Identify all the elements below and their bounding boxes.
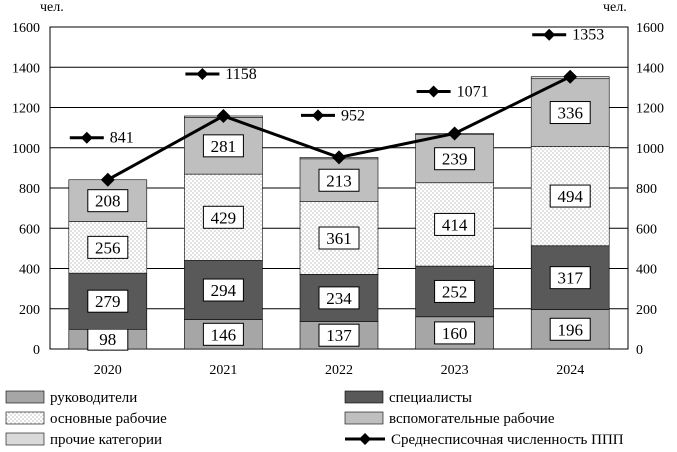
data-label-box (318, 226, 360, 250)
data-label: 196 (557, 320, 583, 339)
line-value-label: 1353 (572, 27, 604, 44)
bars: 98 279 256 208 146 294 429 281 137 234 361 213 160 25… (68, 76, 610, 351)
data-label: 137 (326, 326, 352, 345)
line-marker (216, 108, 231, 123)
legend-label: вспомогательные рабочие (389, 411, 555, 427)
x-tick-label: 2022 (325, 363, 353, 378)
y-tick-label-right: 800 (636, 182, 657, 197)
data-label: 414 (442, 215, 468, 234)
data-label-box (434, 212, 476, 236)
y-tick-label-right: 1400 (636, 61, 664, 76)
line-value-label: 1071 (457, 83, 489, 100)
data-label: 494 (557, 187, 583, 206)
data-label: 160 (442, 324, 468, 343)
legend-swatch (5, 390, 45, 404)
data-label: 146 (211, 325, 237, 344)
y-tick-label-right: 1200 (636, 102, 664, 117)
line-marker (100, 172, 115, 187)
legend-label: прочие категории (50, 432, 162, 448)
legend-label: руководители (50, 390, 137, 406)
legend-label: основные рабочие (50, 411, 167, 427)
data-label-box (202, 322, 244, 346)
data-label-box (549, 266, 591, 290)
y-tick-label-left: 1000 (12, 142, 40, 157)
x-tick-label: 2023 (441, 363, 469, 378)
data-label-box (549, 317, 591, 341)
x-tick-label: 2021 (209, 363, 237, 378)
legend-label: Среднесписочная численность ППП (391, 432, 624, 448)
data-label-box (549, 184, 591, 208)
data-label-box (87, 189, 129, 213)
data-label: 98 (99, 330, 116, 349)
y-tick-label-left: 1600 (12, 21, 40, 36)
legend-swatch (344, 411, 384, 425)
x-tick-label: 2024 (556, 363, 584, 378)
y-tick-label-right: 400 (636, 263, 657, 278)
data-label-box (318, 323, 360, 347)
data-label: 252 (442, 282, 468, 301)
y-tick-label-left: 200 (19, 303, 40, 318)
line-marker (332, 150, 346, 165)
data-label: 294 (211, 281, 237, 300)
data-label: 281 (211, 137, 237, 156)
data-label-box (87, 235, 129, 259)
y-axis-unit-right: чел. (603, 0, 627, 15)
data-label: 317 (557, 269, 583, 288)
data-label: 336 (557, 104, 583, 123)
data-label-box (202, 205, 244, 229)
legend-line-marker (359, 433, 371, 445)
line-label-marker (196, 67, 209, 80)
y-tick-label-right: 1600 (636, 21, 664, 36)
data-label: 361 (326, 229, 352, 248)
y-tick-label-right: 0 (636, 343, 643, 358)
data-label-box (87, 289, 129, 313)
y-tick-label-left: 600 (19, 222, 40, 237)
y-axis-unit-left: чел. (40, 0, 64, 15)
data-label-box (202, 134, 244, 158)
y-tick-label-right: 1000 (636, 142, 664, 157)
line-label-marker (80, 131, 93, 144)
legend-swatch (344, 390, 384, 404)
line-marker (447, 126, 462, 141)
data-label-box (318, 286, 360, 310)
y-tick-label-right: 600 (636, 222, 657, 237)
line-marker (563, 69, 578, 84)
y-tick-label-left: 0 (33, 343, 40, 358)
data-label-box (434, 279, 476, 303)
line-label-marker (312, 109, 324, 122)
line-label-marker (427, 85, 440, 98)
legend-swatch (5, 411, 45, 425)
data-label-box (318, 168, 360, 192)
data-label-box (202, 278, 244, 302)
x-tick-label: 2020 (94, 363, 122, 378)
legend: руководители специалисты основные рабочие в… (5, 390, 624, 448)
legend-label: специалисты (389, 390, 472, 406)
data-label: 239 (442, 150, 468, 169)
y-tick-label-left: 1200 (12, 102, 40, 117)
line-label-marker (543, 28, 556, 41)
data-label: 208 (95, 192, 121, 211)
axes: 0 0 200 200 400 400 600 600 800 800 1000 1000 1200 12… (12, 21, 664, 378)
data-label-box (434, 147, 476, 171)
data-label: 256 (95, 238, 121, 257)
data-label-box (549, 101, 591, 125)
line-value-label: 952 (341, 107, 365, 124)
data-label: 429 (211, 208, 237, 227)
data-label-box (434, 321, 476, 345)
data-label: 279 (95, 292, 121, 311)
line-value-label: 1158 (225, 66, 256, 83)
y-tick-label-right: 200 (636, 303, 657, 318)
line-series: 841 1158 952 1071 1353 (69, 27, 604, 187)
legend-swatch (5, 432, 45, 446)
y-tick-label-left: 800 (19, 182, 40, 197)
y-tick-label-left: 400 (19, 263, 40, 278)
data-label: 234 (326, 289, 352, 308)
line-value-label: 841 (110, 130, 134, 147)
data-label: 213 (326, 171, 352, 190)
y-tick-label-left: 1400 (12, 61, 40, 76)
